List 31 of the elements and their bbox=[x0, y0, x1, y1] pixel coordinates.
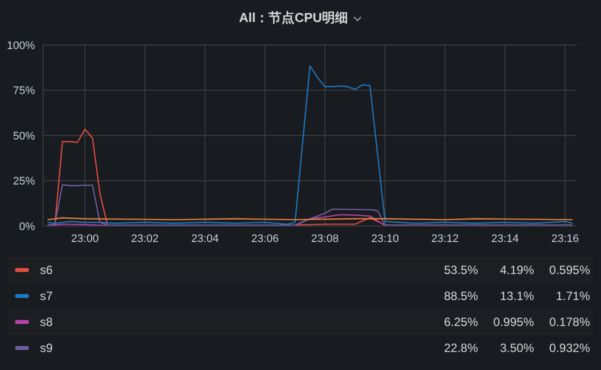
text: 88.5% bbox=[442, 289, 478, 303]
text: 53.5% bbox=[442, 263, 478, 277]
text: 1.71% bbox=[554, 289, 590, 303]
text: 0.932% bbox=[548, 341, 590, 355]
x-tick-label: 23:10 bbox=[371, 232, 399, 245]
text: 13.1% bbox=[498, 289, 534, 303]
y-tick-label: 25% bbox=[12, 176, 36, 188]
y-tick-label: 75% bbox=[12, 85, 36, 98]
y-tick-label: 100% bbox=[6, 40, 36, 52]
legend-label: s7 bbox=[40, 289, 54, 303]
x-tick-label: 23:00 bbox=[71, 232, 99, 245]
chart-title: All：节点CPU明细 bbox=[238, 10, 348, 25]
y-tick-label: 50% bbox=[12, 130, 36, 142]
text: 0.178% bbox=[548, 315, 590, 329]
text: 3.50% bbox=[498, 341, 534, 355]
text: 0.595% bbox=[548, 263, 590, 277]
text: 22.8% bbox=[442, 341, 478, 355]
text: 6.25% bbox=[442, 315, 478, 329]
text: 0.995% bbox=[492, 315, 534, 329]
legend-label: s9 bbox=[40, 341, 54, 355]
x-tick-label: 23:06 bbox=[251, 232, 279, 245]
x-tick-label: 23:14 bbox=[491, 232, 519, 245]
x-tick-label: 23:08 bbox=[311, 232, 339, 245]
legend-label: s8 bbox=[40, 315, 54, 329]
legend-label: s6 bbox=[40, 263, 54, 277]
y-tick-label: 0% bbox=[19, 220, 36, 233]
x-tick-label: 23:04 bbox=[191, 232, 219, 245]
x-tick-label: 23:02 bbox=[131, 232, 159, 245]
x-tick-label: 23:12 bbox=[431, 232, 459, 245]
text: 4.19% bbox=[498, 263, 534, 277]
x-tick-label: 23:16 bbox=[551, 232, 579, 245]
